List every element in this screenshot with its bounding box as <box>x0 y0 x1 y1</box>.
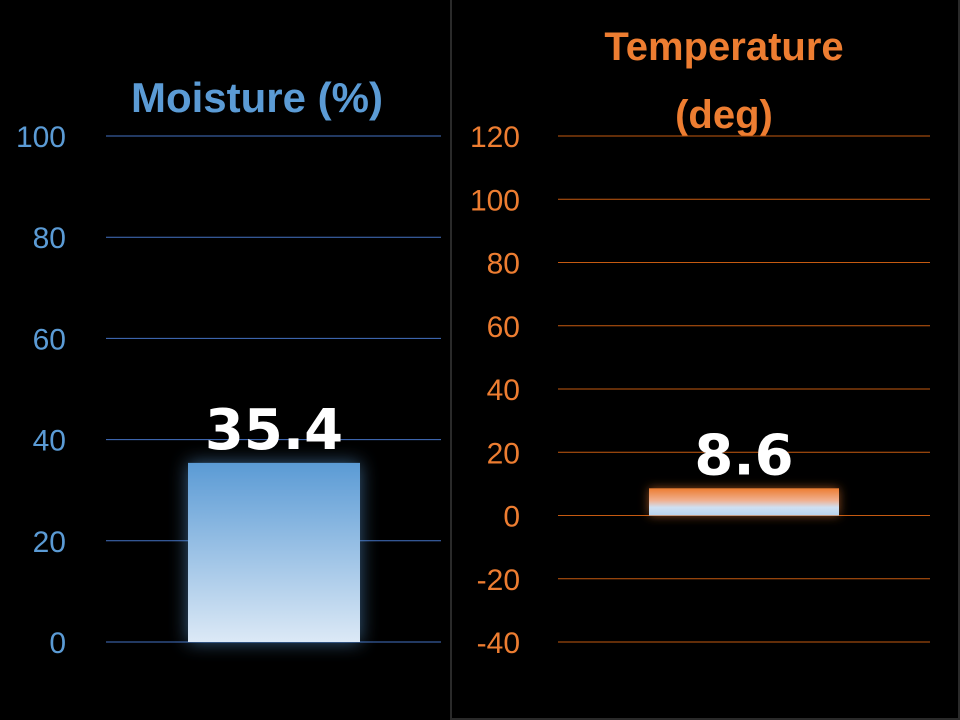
y-tick-label: 0 <box>49 627 66 660</box>
y-tick-label: 60 <box>487 311 520 344</box>
moisture-chart: Moisture (%) 100 80 60 40 20 0 35.4 <box>16 74 441 660</box>
y-tick-label: 40 <box>33 425 66 458</box>
temperature-chart-panel: Temperature (deg) 120 100 80 60 40 20 0 -20 -40 … <box>450 0 960 720</box>
y-tick-label: 100 <box>16 121 66 154</box>
temperature-chart-title-line-1: Temperature <box>604 25 843 69</box>
bar <box>649 488 839 516</box>
moisture-chart-title: Moisture (%) <box>131 74 383 121</box>
y-tick-label: -20 <box>477 564 520 597</box>
y-tick-label: 80 <box>33 222 66 255</box>
y-tick-label: 60 <box>33 323 66 356</box>
y-tick-label: 80 <box>487 248 520 281</box>
y-tick-label: 20 <box>33 526 66 559</box>
temperature-chart: Temperature (deg) 120100806040200-20-40 … <box>470 25 930 660</box>
y-tick-label: 40 <box>487 374 520 407</box>
data-label: 35.4 <box>205 398 343 463</box>
moisture-chart-panel: Moisture (%) 100 80 60 40 20 0 35.4 <box>0 0 450 720</box>
bar <box>188 462 360 642</box>
y-tick-label: 0 <box>503 501 520 534</box>
data-label: 8.6 <box>694 423 793 488</box>
y-tick-label: -40 <box>477 627 520 660</box>
y-tick-label: 20 <box>487 437 520 470</box>
y-tick-label: 100 <box>470 184 520 217</box>
temperature-chart-title-line-2: (deg) <box>675 93 773 137</box>
y-tick-label: 120 <box>470 121 520 154</box>
